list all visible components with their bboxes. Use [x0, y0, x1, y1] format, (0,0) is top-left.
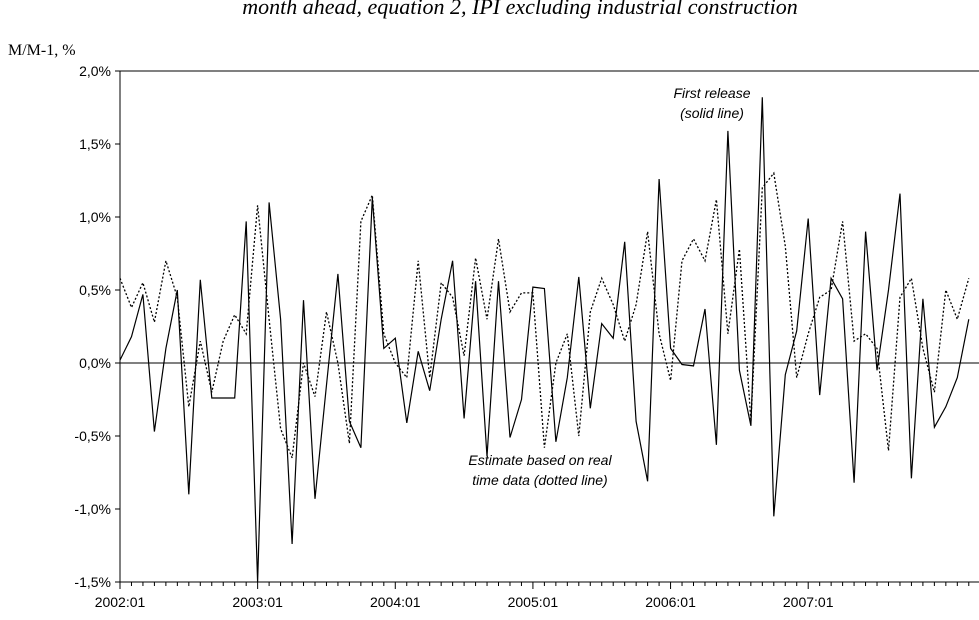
- x-tick-label: 2006:01: [645, 594, 696, 610]
- annotation: Estimate based on real: [468, 452, 612, 468]
- chart-title: month ahead, equation 2, IPI excluding i…: [242, 0, 797, 19]
- y-tick-label: 1,5%: [79, 136, 111, 152]
- y-axis-label: M/M-1, %: [8, 42, 76, 59]
- x-tick-label: 2004:01: [370, 594, 421, 610]
- y-tick-label: -1,5%: [74, 574, 111, 590]
- x-tick-label: 2007:01: [783, 594, 834, 610]
- series-line: [119, 171, 970, 459]
- y-tick-label: 0,0%: [79, 355, 111, 371]
- annotation: time data (dotted line): [472, 472, 607, 488]
- y-tick-label: 0,5%: [79, 282, 111, 298]
- x-tick-label: 2002:01: [95, 594, 146, 610]
- annotation: First release: [673, 85, 750, 101]
- y-tick-label: -1,0%: [74, 501, 111, 517]
- y-tick-label: -0,5%: [74, 428, 111, 444]
- y-tick-label: 2,0%: [79, 63, 111, 79]
- plot-frame: [119, 70, 979, 583]
- x-tick-label: 2005:01: [508, 594, 559, 610]
- x-tick-label: 2003:01: [232, 594, 283, 610]
- series-line: [119, 97, 970, 583]
- y-tick-label: 1,0%: [79, 209, 111, 225]
- annotation: (solid line): [680, 105, 744, 121]
